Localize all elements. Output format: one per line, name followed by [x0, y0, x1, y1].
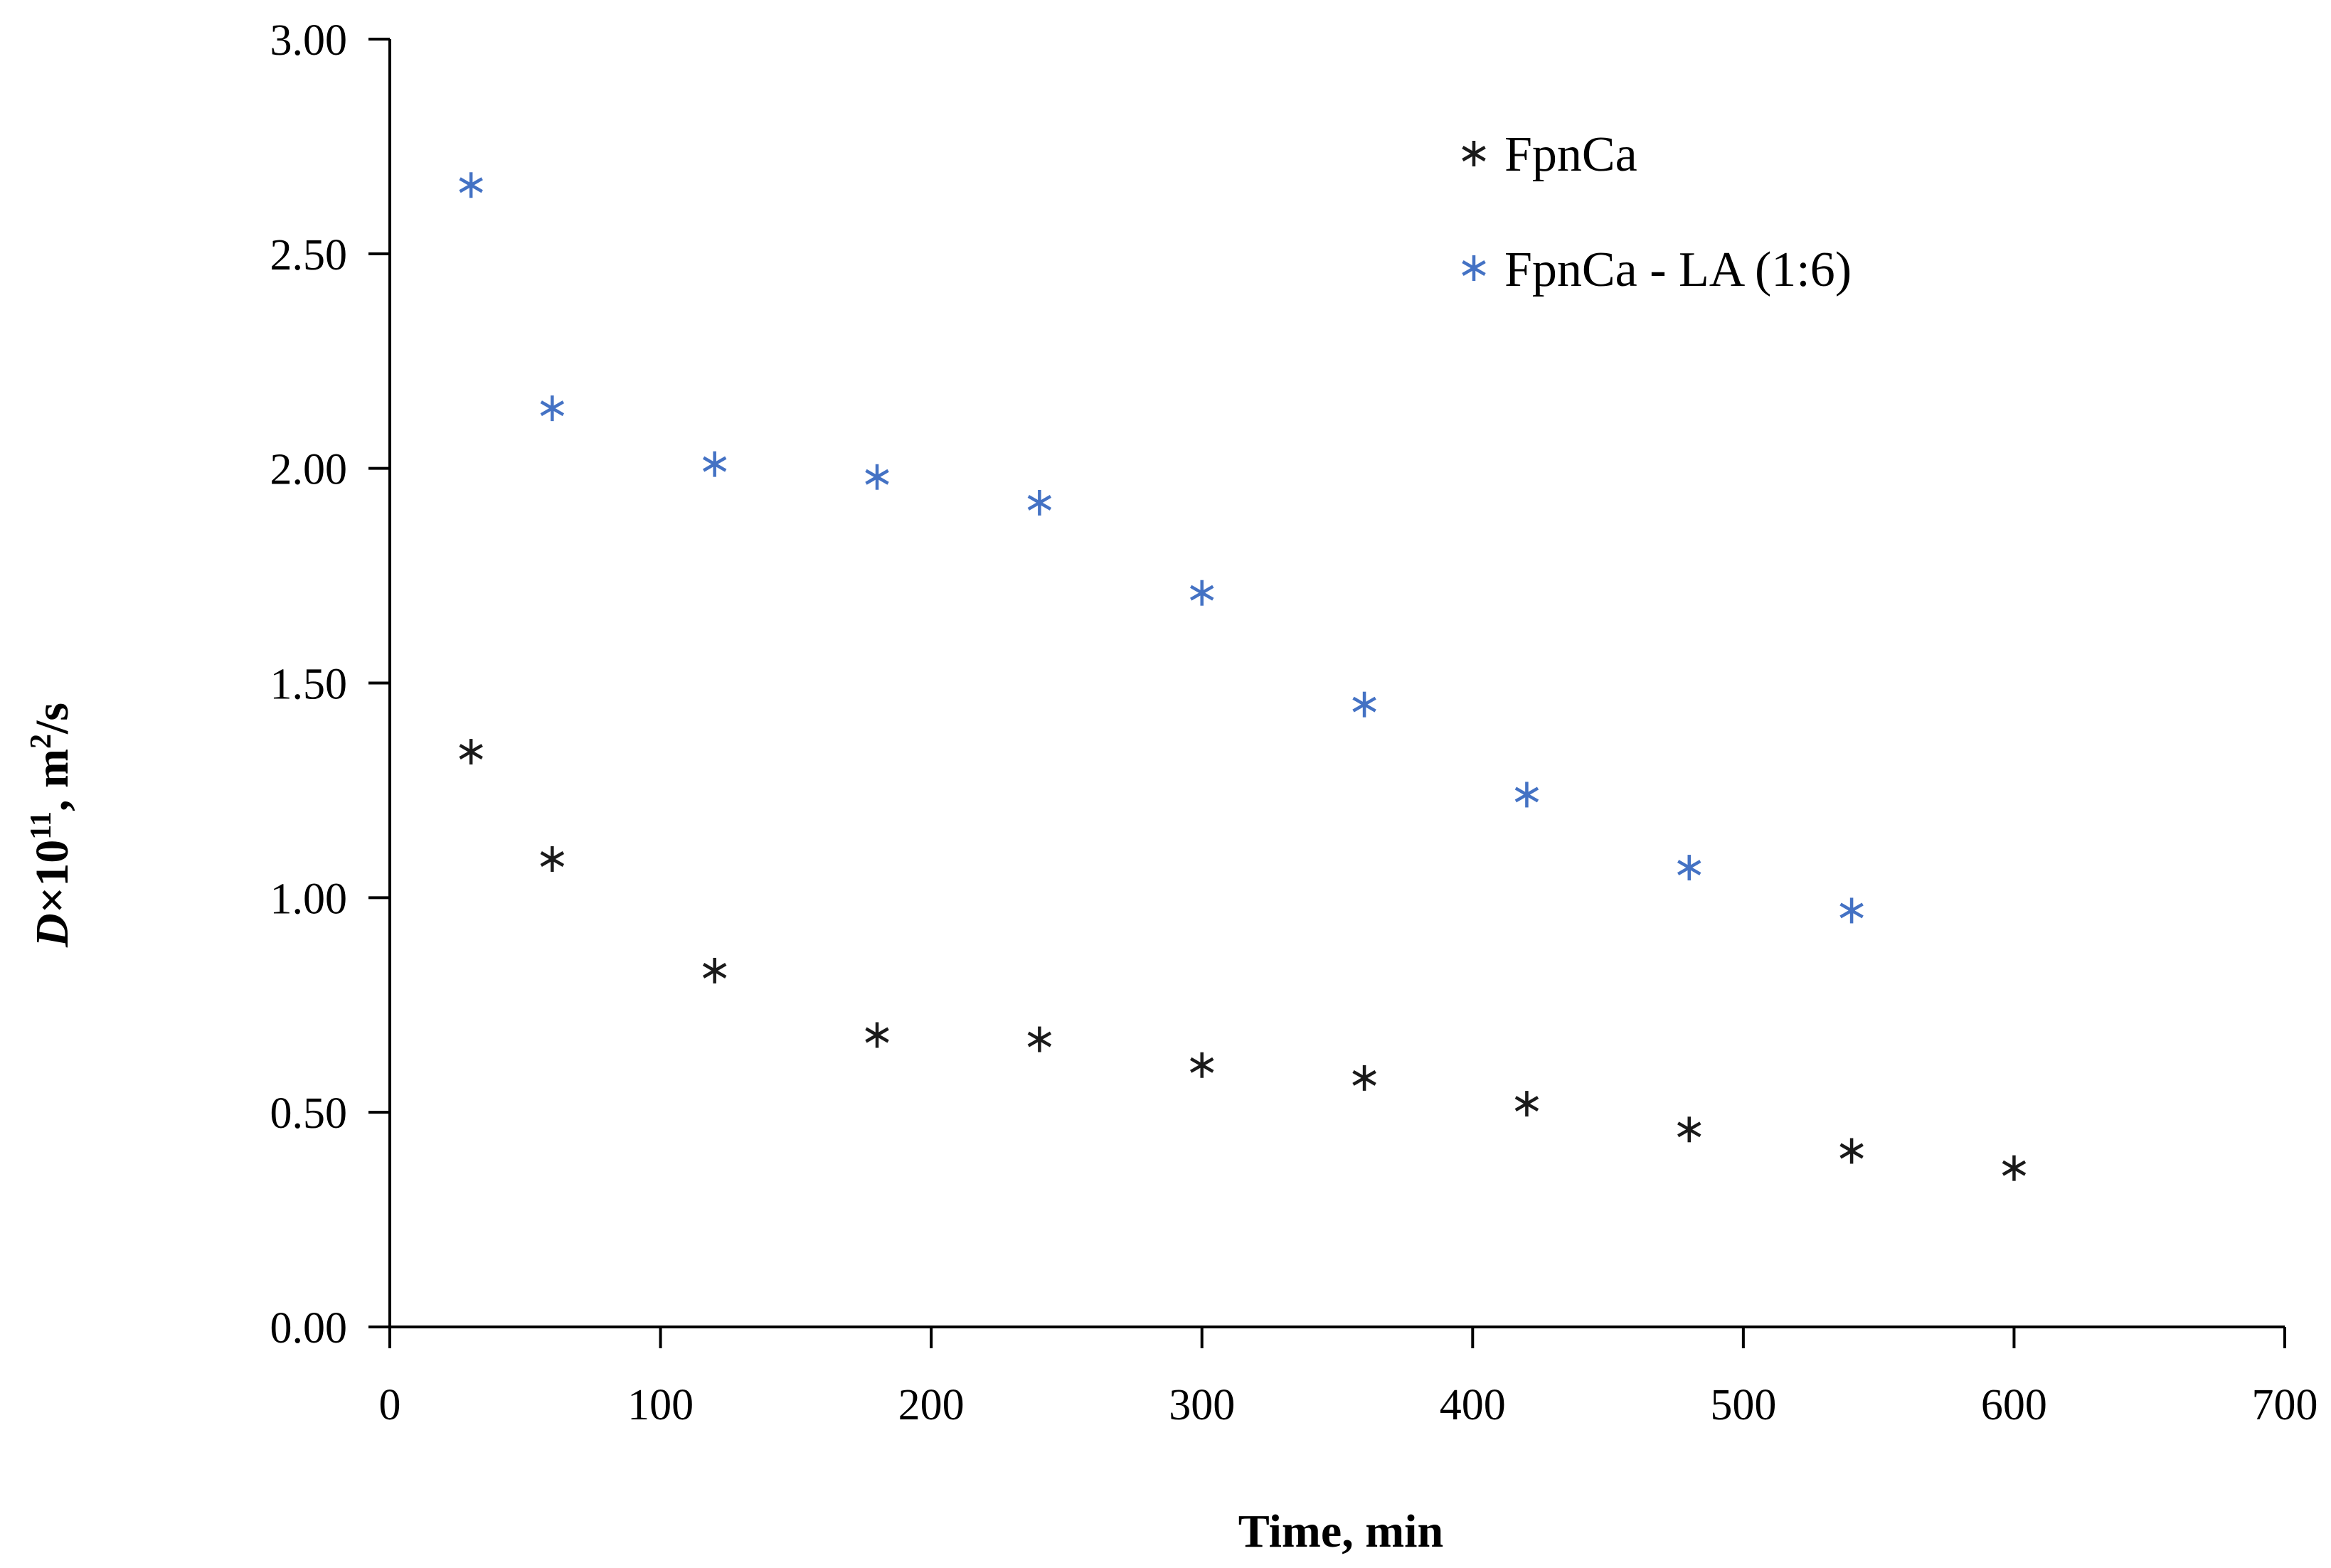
data-point: [1839, 1138, 1864, 1164]
data-point: [1190, 1052, 1214, 1078]
y-axis-title-variable: D: [26, 913, 78, 948]
data-point: [1352, 691, 1376, 718]
y-axis-title-units-power: 2: [25, 734, 58, 749]
x-tick-label: 700: [2252, 1381, 2318, 1429]
y-axis-title-exponent: 11: [25, 811, 58, 840]
legend-label-fpnca: FpnCa: [1504, 127, 1637, 182]
data-point: [1677, 1116, 1701, 1143]
series-fpnca-la: [459, 172, 1864, 924]
data-point: [459, 739, 483, 765]
data-point: [459, 172, 483, 198]
x-tick-label: 300: [1169, 1381, 1235, 1429]
data-point: [1027, 489, 1052, 516]
x-tick-label: 500: [1710, 1381, 1776, 1429]
y-axis-ticks: 0.00 0.50 1.00 1.50 2.00 2.50 3.00: [270, 16, 390, 1353]
x-tick-label: 400: [1440, 1381, 1506, 1429]
data-point: [702, 451, 727, 477]
series-fpnca: [459, 739, 2027, 1181]
data-point: [1677, 855, 1701, 881]
x-tick-label: 0: [379, 1381, 401, 1429]
y-axis-title: D×1011, m2/s: [25, 703, 78, 948]
legend-marker-symbol: [1462, 255, 1486, 281]
x-axis-title: Time, min: [1238, 1505, 1443, 1557]
y-tick-label: 2.50: [270, 231, 348, 279]
data-point: [1514, 1091, 1539, 1117]
legend-marker-fpnca: [1462, 141, 1486, 166]
y-tick-label: 1.00: [270, 875, 348, 923]
data-point: [702, 957, 727, 983]
x-tick-label: 100: [627, 1381, 694, 1429]
data-point: [865, 1022, 889, 1048]
x-tick-label: 600: [1981, 1381, 2047, 1429]
x-axis-ticks: 0 100 200 300 400 500 600 700: [379, 1327, 2318, 1429]
data-point: [865, 464, 889, 490]
data-point: [540, 395, 565, 422]
y-tick-label: 2.00: [270, 446, 348, 494]
legend: FpnCa FpnCa - LA (1:6): [1462, 127, 1852, 297]
data-point: [540, 846, 565, 873]
data-point: [1190, 580, 1214, 606]
y-axis-title-times: ×10: [26, 840, 78, 914]
data-points: [459, 172, 2027, 1181]
legend-marker-fpnca-la: [1462, 255, 1486, 281]
data-point: [2002, 1155, 2027, 1181]
y-tick-label: 0.00: [270, 1304, 348, 1353]
y-tick-label: 3.00: [270, 16, 348, 65]
legend-marker-symbol: [1462, 141, 1486, 166]
x-tick-label: 200: [898, 1381, 965, 1429]
legend-label-fpnca-la: FpnCa - LA (1:6): [1504, 242, 1852, 297]
data-point: [1839, 897, 1864, 924]
y-axis-title-units-suffix: /s: [26, 703, 78, 735]
data-point: [1352, 1065, 1376, 1091]
data-point: [1027, 1026, 1052, 1052]
y-axis-title-units-prefix: , m: [26, 749, 78, 811]
y-tick-label: 0.50: [270, 1089, 348, 1138]
data-point: [1514, 782, 1539, 808]
y-tick-label: 1.50: [270, 661, 348, 709]
